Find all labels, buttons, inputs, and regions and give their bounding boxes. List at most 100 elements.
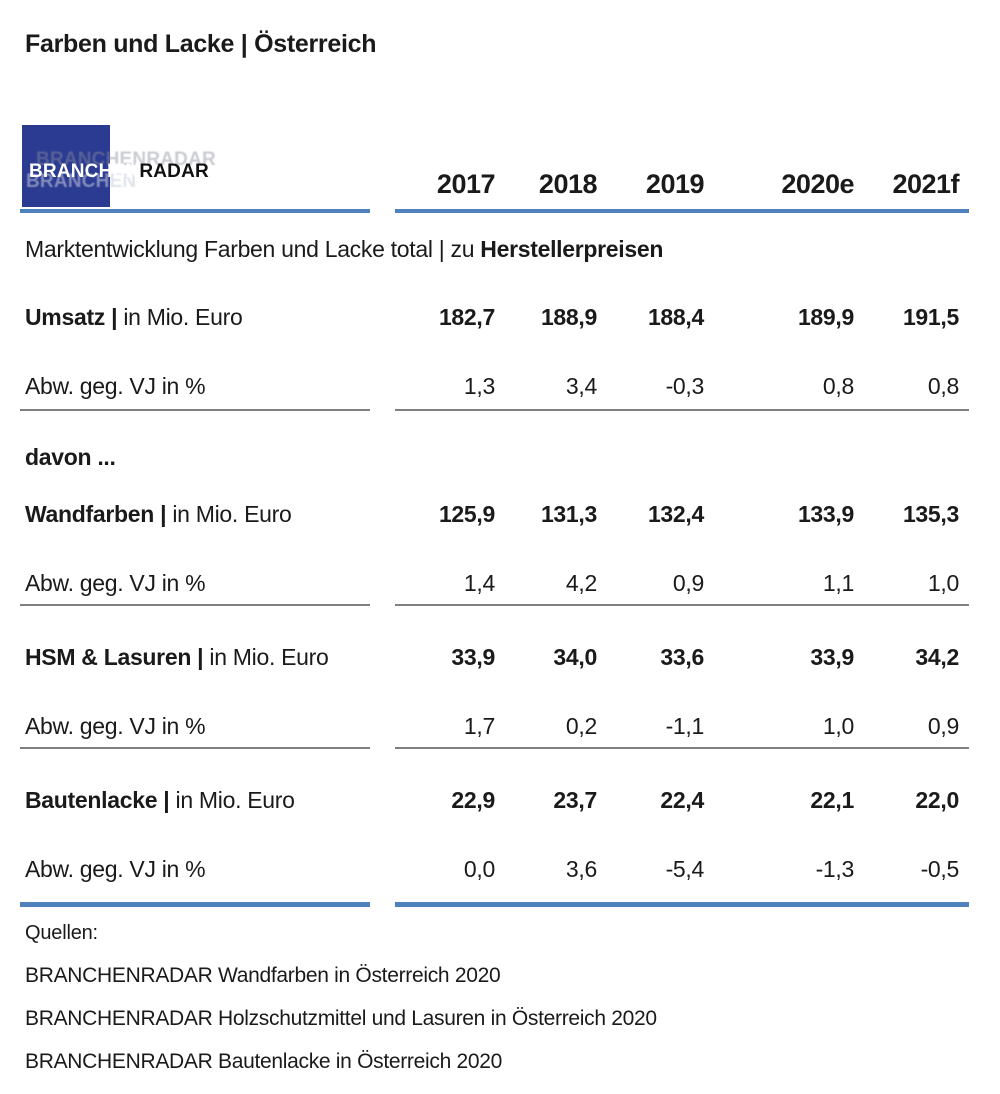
hsm-lasuren-label-bold: HSM & Lasuren | — [25, 644, 204, 671]
section-rule — [20, 409, 980, 412]
logo-ghost-text: BRANCHENRADAR — [36, 150, 216, 169]
abw-value-cell: 0,8 — [927, 373, 959, 400]
value-cell: 131,3 — [540, 501, 597, 528]
source-item: BRANCHENRADAR Bautenlacke in Österreich … — [25, 1050, 502, 1074]
bautenlacke-abw-row: Abw. geg. VJ in % 0,0 3,6 -5,4 -1,3 -0,5 — [20, 858, 980, 881]
section-rule — [20, 604, 980, 607]
value-cell: 182,7 — [438, 304, 495, 331]
abw-value-cell: -1,1 — [665, 713, 705, 740]
year-header-2021f: 2021f — [892, 169, 959, 199]
hsm-lasuren-values-row: HSM & Lasuren | in Mio. Euro 33,9 34,0 3… — [20, 646, 980, 669]
header-rule-right — [395, 209, 969, 213]
footer-rule-right — [395, 902, 969, 908]
abw-value-cell: -0,3 — [665, 373, 705, 400]
footer-rule — [20, 902, 980, 908]
abw-value-cell: 1,7 — [463, 713, 495, 740]
logo-text: BRANCHENRADAR — [29, 162, 209, 181]
value-cell: 188,4 — [647, 304, 704, 331]
logo-ghost-text-lower: BRANCHEN — [26, 172, 136, 191]
footer-rule-left — [20, 902, 370, 908]
header-rule — [20, 209, 980, 213]
value-cell: 22,0 — [915, 787, 959, 814]
year-header-2018: 2018 — [538, 169, 598, 199]
hsm-lasuren-label-unit: in Mio. Euro — [209, 644, 329, 671]
section-rule-right — [395, 409, 969, 412]
value-cell: 133,9 — [797, 501, 854, 528]
value-cell: 33,6 — [660, 644, 704, 671]
value-cell: 34,0 — [553, 644, 597, 671]
value-cell: 132,4 — [647, 501, 704, 528]
abw-value-cell: 0,0 — [463, 856, 495, 883]
section-rule-left — [20, 747, 370, 750]
logo-text-branchen: BRANCHEN — [29, 161, 140, 182]
abw-row-label: Abw. geg. VJ in % — [25, 713, 206, 740]
year-header-2019: 2019 — [645, 169, 705, 199]
value-cell: 135,3 — [902, 501, 959, 528]
table-header-band: BRANCHENRADAR BRANCHEN BRANCHENRADAR 201… — [20, 125, 980, 207]
logo-ghost-radar: RADAR — [146, 149, 216, 170]
value-cell: 33,9 — [810, 644, 854, 671]
branchenradar-logo: BRANCHENRADAR BRANCHEN BRANCHENRADAR — [20, 125, 395, 207]
section-title: Marktentwicklung Farben und Lacke total … — [25, 236, 980, 262]
year-header-2020e: 2020e — [781, 169, 854, 199]
logo-ghost-branchen: BRANCHEN — [36, 149, 147, 170]
sources-block: Quellen: BRANCHENRADAR Wandfarben in Öst… — [25, 923, 980, 1072]
page-title: Farben und Lacke | Österreich — [25, 30, 377, 58]
source-item: BRANCHENRADAR Holzschutzmittel und Lasur… — [25, 1007, 657, 1031]
value-cell: 189,9 — [797, 304, 854, 331]
abw-value-cell: 0,8 — [822, 373, 854, 400]
section-rule-right — [395, 604, 969, 607]
bautenlacke-values-row: Bautenlacke | in Mio. Euro 22,9 23,7 22,… — [20, 789, 980, 812]
umsatz-abw-row: Abw. geg. VJ in % 1,3 3,4 -0,3 0,8 0,8 — [20, 375, 980, 398]
bautenlacke-row-label: Bautenlacke | in Mio. Euro — [20, 789, 395, 812]
section-rule-left — [20, 604, 370, 607]
umsatz-label-bold: Umsatz | — [25, 304, 118, 331]
report-page: Farben und Lacke | Österreich BRANCHENRA… — [20, 30, 980, 1072]
value-cell: 23,7 — [553, 787, 597, 814]
logo-text-radar: RADAR — [139, 161, 209, 182]
hsm-lasuren-abw-row: Abw. geg. VJ in % 1,7 0,2 -1,1 1,0 0,9 — [20, 715, 980, 738]
abw-row-label: Abw. geg. VJ in % — [25, 373, 206, 400]
abw-value-cell: 1,4 — [463, 570, 495, 597]
abw-value-cell: 0,9 — [927, 713, 959, 740]
abw-row-label: Abw. geg. VJ in % — [25, 856, 206, 883]
wandfarben-label-unit: in Mio. Euro — [172, 501, 292, 528]
abw-value-cell: -1,3 — [815, 856, 855, 883]
abw-value-cell: 0,2 — [565, 713, 597, 740]
abw-value-cell: 1,0 — [927, 570, 959, 597]
sources-heading: Quellen: — [25, 922, 98, 945]
logo-ghost2-branchen: BRANCHEN — [26, 171, 137, 192]
wandfarben-row-label: Wandfarben | in Mio. Euro — [20, 503, 395, 526]
value-cell: 22,1 — [810, 787, 854, 814]
section-rule-left — [20, 409, 370, 412]
abw-row-label: Abw. geg. VJ in % — [25, 570, 206, 597]
abw-value-cell: 3,4 — [565, 373, 597, 400]
year-header-2017: 2017 — [436, 169, 496, 199]
abw-value-cell: -0,5 — [920, 856, 960, 883]
wandfarben-values-row: Wandfarben | in Mio. Euro 125,9 131,3 13… — [20, 503, 980, 526]
abw-value-cell: 0,9 — [672, 570, 704, 597]
section-title-bold: Herstellerpreisen — [480, 236, 664, 262]
umsatz-row-label: Umsatz | in Mio. Euro — [20, 306, 395, 329]
value-cell: 22,4 — [660, 787, 704, 814]
value-cell: 125,9 — [438, 501, 495, 528]
value-cell: 191,5 — [902, 304, 959, 331]
abw-value-cell: 3,6 — [565, 856, 597, 883]
value-cell: 22,9 — [451, 787, 495, 814]
bautenlacke-label-bold: Bautenlacke | — [25, 787, 170, 814]
umsatz-values-row: Umsatz | in Mio. Euro 182,7 188,9 188,4 … — [20, 306, 980, 329]
umsatz-label-unit: in Mio. Euro — [123, 304, 243, 331]
section-title-regular: Marktentwicklung Farben und Lacke total … — [25, 236, 481, 262]
header-rule-left — [20, 209, 370, 213]
hsm-lasuren-row-label: HSM & Lasuren | in Mio. Euro — [20, 646, 395, 669]
value-cell: 34,2 — [915, 644, 959, 671]
abw-value-cell: 4,2 — [565, 570, 597, 597]
abw-value-cell: 1,1 — [822, 570, 854, 597]
value-cell: 33,9 — [451, 644, 495, 671]
value-cell: 188,9 — [540, 304, 597, 331]
davon-label: davon ... — [25, 444, 116, 471]
logo-blue-square — [22, 125, 110, 207]
section-rule — [20, 747, 980, 750]
abw-value-cell: 1,0 — [822, 713, 854, 740]
abw-value-cell: -5,4 — [665, 856, 705, 883]
